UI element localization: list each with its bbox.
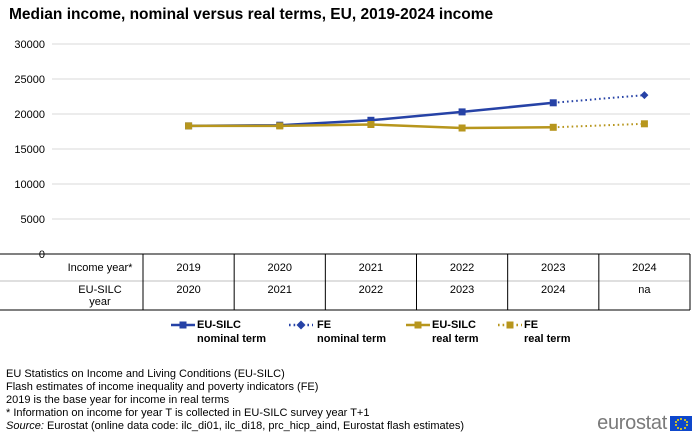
y-tick-label: 0 bbox=[39, 249, 45, 261]
data-point bbox=[640, 120, 648, 128]
x-tick-label: 2019 bbox=[176, 262, 200, 274]
legend-label-line2: real term bbox=[432, 333, 479, 345]
series-line bbox=[553, 94, 645, 104]
y-tick-label: 5000 bbox=[21, 214, 45, 226]
legend-label-line1: FE bbox=[524, 319, 539, 331]
legend-item-silc-real: EU-SILC real term bbox=[405, 318, 478, 346]
source-line: Source: Eurostat (online data code: ilc_… bbox=[6, 420, 464, 433]
x-tick-label: 2024 bbox=[632, 262, 656, 274]
eu-flag-icon bbox=[670, 416, 692, 431]
row-label-silc-year: year bbox=[89, 296, 111, 308]
legend-swatch-silc-nominal bbox=[171, 321, 195, 329]
data-point bbox=[367, 116, 375, 124]
legend-label-line1: EU-SILC bbox=[197, 319, 241, 331]
silc-year-label: 2021 bbox=[268, 284, 292, 296]
silc-year-label: na bbox=[638, 284, 651, 296]
source-text: Eurostat (online data code: ilc_di01, il… bbox=[43, 420, 464, 432]
y-tick-label: 15000 bbox=[14, 144, 45, 156]
silc-year-label: 2023 bbox=[450, 284, 474, 296]
legend-label-line2: nominal term bbox=[317, 333, 387, 345]
x-tick-label: 2023 bbox=[541, 262, 565, 274]
data-point bbox=[185, 122, 193, 130]
legend-item-fe-real: FE real term bbox=[497, 318, 570, 346]
footnotes: EU Statistics on Income and Living Condi… bbox=[6, 368, 464, 433]
row-label-silc-year: EU-SILC bbox=[78, 284, 121, 296]
silc-year-label: 2024 bbox=[541, 284, 565, 296]
series-line bbox=[553, 122, 645, 129]
y-tick-label: 10000 bbox=[14, 179, 45, 191]
legend: EU-SILC nominal term FE nominal term EU-… bbox=[0, 318, 700, 348]
note-line: 2019 is the base year for income in real… bbox=[6, 394, 230, 406]
legend-label-line1: FE bbox=[317, 319, 332, 331]
legend-label-line1: EU-SILC bbox=[432, 319, 476, 331]
data-point bbox=[367, 121, 375, 128]
x-tick-label: 2020 bbox=[268, 262, 292, 274]
y-tick-label: 20000 bbox=[14, 109, 45, 121]
row-label-income-year: Income year* bbox=[68, 262, 134, 274]
silc-year-label: 2020 bbox=[176, 284, 200, 296]
data-point bbox=[640, 91, 649, 100]
note-line: * Information on income for year T is co… bbox=[6, 407, 370, 419]
x-tick-label: 2021 bbox=[359, 262, 383, 274]
data-point bbox=[458, 124, 466, 132]
silc-year-label: 2022 bbox=[359, 284, 383, 296]
legend-swatch-fe-nominal bbox=[289, 320, 313, 330]
data-point bbox=[276, 122, 284, 130]
legend-item-silc-nominal: EU-SILC nominal term bbox=[170, 318, 266, 346]
legend-swatch-silc-real bbox=[406, 321, 430, 329]
legend-swatch-fe-real bbox=[498, 321, 522, 329]
y-tick-label: 25000 bbox=[14, 74, 45, 86]
source-label: Source: bbox=[6, 420, 44, 432]
eurostat-logo: eurostat bbox=[597, 412, 692, 435]
legend-item-fe-nominal: FE nominal term bbox=[288, 318, 386, 346]
y-tick-label: 30000 bbox=[14, 39, 45, 51]
logo-text: eurostat bbox=[597, 412, 667, 434]
chart-title: Median income, nominal versus real terms… bbox=[9, 6, 494, 23]
legend-label-line2: nominal term bbox=[197, 333, 267, 345]
note-line: Flash estimates of income inequality and… bbox=[6, 381, 319, 393]
legend-label-line2: real term bbox=[524, 333, 571, 345]
chart-area: 0 5000 10000 15000 20000 25000 30000 Income yea… bbox=[0, 39, 691, 311]
x-tick-label: 2022 bbox=[450, 262, 474, 274]
data-point bbox=[458, 108, 466, 116]
note-line: EU Statistics on Income and Living Condi… bbox=[6, 368, 285, 380]
